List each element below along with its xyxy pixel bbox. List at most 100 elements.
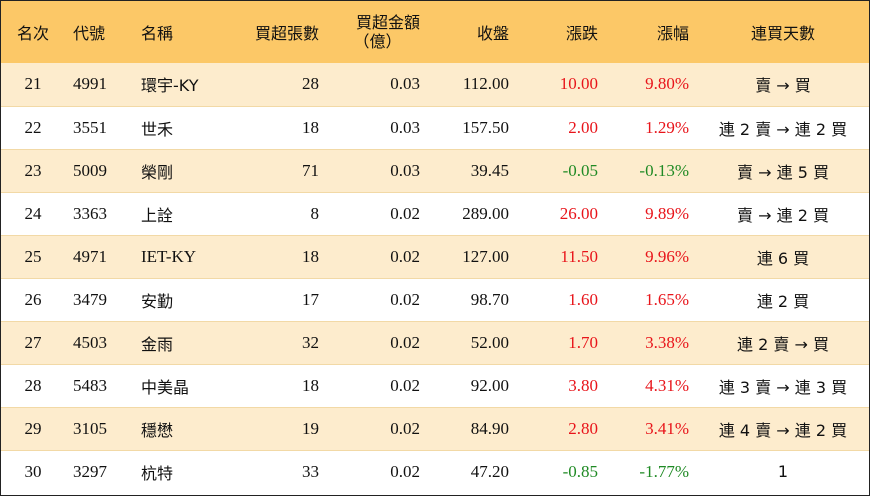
cell-change: 1.60 bbox=[517, 277, 606, 321]
cell-lots: 33 bbox=[241, 449, 327, 493]
cell-change-pct: 1.29% bbox=[606, 105, 697, 149]
cell-close: 98.70 bbox=[428, 277, 517, 321]
cell-rank: 24 bbox=[1, 191, 65, 235]
cell-change-pct: 9.80% bbox=[645, 74, 689, 94]
cell-amount: 0.02 bbox=[327, 363, 428, 407]
cell-change: -0.05 bbox=[517, 148, 606, 192]
cell-change-pct: -1.77% bbox=[606, 449, 697, 493]
cell-change-pct: 3.38% bbox=[606, 320, 697, 364]
header-net-buy-lots: 買超張數 bbox=[254, 24, 319, 43]
cell-close: 92.00 bbox=[428, 363, 517, 407]
cell-streak: 連 4 賣 → 連 2 買 bbox=[697, 406, 869, 450]
cell-streak: 連 2 賣 → 買 bbox=[697, 320, 869, 364]
cell-amount: 0.03 bbox=[327, 105, 428, 149]
cell-code: 3105 bbox=[65, 406, 133, 450]
cell-rank: 25 bbox=[1, 234, 65, 278]
table-row: 30 3297 杭特 33 0.02 47.20 -0.85 -1.77% 1 bbox=[1, 449, 869, 493]
cell-streak: 賣 → 連 5 買 bbox=[697, 148, 869, 192]
cell-change: 1.70 bbox=[517, 320, 606, 364]
cell-amount: 0.02 bbox=[327, 320, 428, 364]
cell-rank: 28 bbox=[1, 363, 65, 407]
cell-name: IET-KY bbox=[133, 234, 241, 278]
cell-change-pct: 4.31% bbox=[606, 363, 697, 407]
cell-change: 10.00 bbox=[559, 74, 598, 94]
cell-code: 4991 bbox=[73, 74, 107, 94]
cell-name: 金雨 bbox=[133, 320, 241, 364]
table-row: 24 3363 上詮 8 0.02 289.00 26.00 9.89% 賣 →… bbox=[1, 191, 869, 235]
cell-name: 環宇-KY bbox=[141, 76, 199, 96]
cell-rank: 30 bbox=[1, 449, 65, 493]
cell-streak: 1 bbox=[697, 449, 869, 493]
header-net-buy-amount-line1: 買超金額 bbox=[355, 13, 420, 32]
cell-change-pct: 3.41% bbox=[606, 406, 697, 450]
cell-code: 5483 bbox=[65, 363, 133, 407]
cell-streak: 連 3 賣 → 連 3 買 bbox=[697, 363, 869, 407]
header-code: 代號 bbox=[73, 24, 106, 43]
cell-amount: 0.02 bbox=[327, 234, 428, 278]
cell-code: 3551 bbox=[65, 105, 133, 149]
cell-amount: 0.02 bbox=[327, 449, 428, 493]
cell-amount: 0.02 bbox=[327, 406, 428, 450]
table-header-row: 名次 代號 名稱 買超張數 買超金額 （億） 收盤 漲跌 漲幅 連買天數 bbox=[1, 1, 869, 63]
cell-change: 2.80 bbox=[517, 406, 606, 450]
cell-name: 穩懋 bbox=[133, 406, 241, 450]
cell-lots: 32 bbox=[241, 320, 327, 364]
cell-change: -0.85 bbox=[517, 449, 606, 493]
cell-close: 289.00 bbox=[428, 191, 517, 235]
cell-close: 112.00 bbox=[462, 74, 509, 94]
header-net-buy-amount-line2: （億） bbox=[353, 32, 402, 51]
cell-name: 杭特 bbox=[133, 449, 241, 493]
cell-amount: 0.03 bbox=[327, 148, 428, 192]
cell-name: 榮剛 bbox=[133, 148, 241, 192]
header-change-pct: 漲幅 bbox=[656, 24, 689, 43]
cell-close: 127.00 bbox=[428, 234, 517, 278]
cell-lots: 8 bbox=[241, 191, 327, 235]
cell-name: 世禾 bbox=[133, 105, 241, 149]
cell-lots: 19 bbox=[241, 406, 327, 450]
header-name: 名稱 bbox=[141, 24, 174, 43]
cell-streak: 連 6 買 bbox=[697, 234, 869, 278]
cell-change-pct: 1.65% bbox=[606, 277, 697, 321]
table-row: 27 4503 金雨 32 0.02 52.00 1.70 3.38% 連 2 … bbox=[1, 320, 869, 364]
cell-lots: 18 bbox=[241, 105, 327, 149]
cell-rank: 29 bbox=[1, 406, 65, 450]
table-row: 28 5483 中美晶 18 0.02 92.00 3.80 4.31% 連 3… bbox=[1, 363, 869, 407]
cell-rank: 23 bbox=[1, 148, 65, 192]
cell-code: 4503 bbox=[65, 320, 133, 364]
cell-streak: 連 2 賣 → 連 2 買 bbox=[697, 105, 869, 149]
cell-rank: 26 bbox=[1, 277, 65, 321]
cell-rank: 22 bbox=[1, 105, 65, 149]
cell-amount: 0.03 bbox=[390, 74, 420, 94]
cell-name: 中美晶 bbox=[133, 363, 241, 407]
cell-close: 84.90 bbox=[428, 406, 517, 450]
cell-code: 5009 bbox=[65, 148, 133, 192]
cell-change-pct: 9.96% bbox=[606, 234, 697, 278]
table-row: 23 5009 榮剛 71 0.03 39.45 -0.05 -0.13% 賣 … bbox=[1, 148, 869, 192]
table-row: 29 3105 穩懋 19 0.02 84.90 2.80 3.41% 連 4 … bbox=[1, 406, 869, 450]
header-streak: 連買天數 bbox=[750, 24, 815, 43]
table-row: 21 4991 環宇-KY 28 0.03 112.00 10.00 9.80%… bbox=[1, 63, 869, 106]
cell-lots: 17 bbox=[241, 277, 327, 321]
cell-lots: 71 bbox=[241, 148, 327, 192]
cell-lots: 18 bbox=[241, 363, 327, 407]
cell-name: 安勤 bbox=[133, 277, 241, 321]
header-net-buy-amount: 買超金額 （億） bbox=[327, 1, 428, 63]
cell-close: 47.20 bbox=[428, 449, 517, 493]
table-row: 25 4971 IET-KY 18 0.02 127.00 11.50 9.96… bbox=[1, 234, 869, 278]
header-rank: 名次 bbox=[16, 24, 49, 43]
cell-streak: 賣 → 買 bbox=[755, 76, 811, 96]
cell-close: 157.50 bbox=[428, 105, 517, 149]
cell-amount: 0.02 bbox=[327, 191, 428, 235]
cell-rank: 27 bbox=[1, 320, 65, 364]
cell-close: 52.00 bbox=[428, 320, 517, 364]
table-body: 21 4991 環宇-KY 28 0.03 112.00 10.00 9.80%… bbox=[1, 63, 869, 493]
cell-change: 2.00 bbox=[517, 105, 606, 149]
cell-code: 4971 bbox=[65, 234, 133, 278]
cell-change: 26.00 bbox=[517, 191, 606, 235]
header-close: 收盤 bbox=[476, 24, 509, 43]
cell-lots: 28 bbox=[302, 74, 319, 94]
cell-change-pct: -0.13% bbox=[606, 148, 697, 192]
cell-name: 上詮 bbox=[133, 191, 241, 235]
cell-close: 39.45 bbox=[428, 148, 517, 192]
